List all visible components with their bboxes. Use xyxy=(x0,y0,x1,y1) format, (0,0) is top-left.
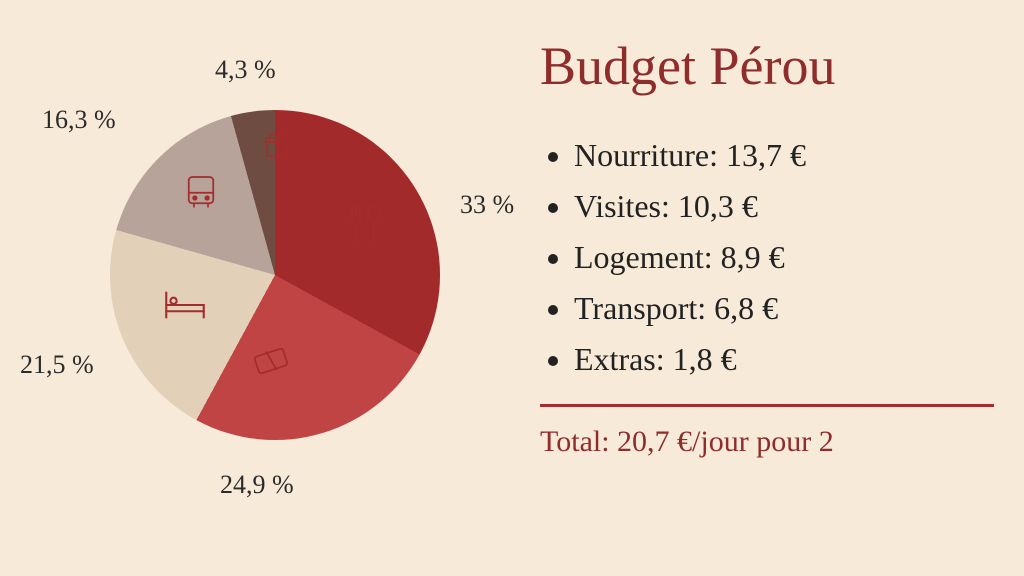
utensils-icon xyxy=(340,200,388,248)
divider xyxy=(540,404,994,407)
slice-label: 4,3 % xyxy=(215,55,276,85)
list-item: Visites: 10,3 € xyxy=(574,188,994,225)
list-item: Nourriture: 13,7 € xyxy=(574,137,994,174)
budget-list: Nourriture: 13,7 € Visites: 10,3 € Logem… xyxy=(540,137,994,378)
list-item: Transport: 6,8 € xyxy=(574,290,994,327)
bus-icon xyxy=(180,170,222,212)
bed-icon xyxy=(160,280,210,330)
gift-icon xyxy=(260,128,294,162)
ticket-icon xyxy=(250,340,292,382)
list-item: Logement: 8,9 € xyxy=(574,239,994,276)
summary-panel: Budget Pérou Nourriture: 13,7 € Visites:… xyxy=(520,0,1024,576)
pie-chart-area: 33 % 24,9 % 21,5 % 16,3 % 4,3 % xyxy=(0,0,520,576)
slice-label: 21,5 % xyxy=(20,350,94,380)
page-title: Budget Pérou xyxy=(540,35,994,97)
list-item: Extras: 1,8 € xyxy=(574,341,994,378)
slice-label: 33 % xyxy=(460,190,514,220)
total-line: Total: 20,7 €/jour pour 2 xyxy=(540,425,994,459)
slice-label: 16,3 % xyxy=(42,105,116,135)
slice-label: 24,9 % xyxy=(220,470,294,500)
